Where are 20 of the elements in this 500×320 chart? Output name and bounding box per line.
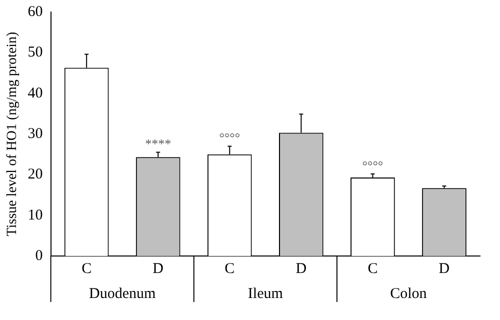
y-tick-label: 20 (28, 166, 43, 183)
text: Ileum (248, 286, 284, 302)
x-tick-label: C (82, 260, 92, 277)
y-tick-label: 10 (28, 207, 43, 224)
x-tick-label: D (438, 260, 450, 277)
data-label: °°°° (362, 158, 384, 173)
text: Duodenum (88, 286, 156, 302)
x-tick-label: C (224, 260, 235, 277)
x-tick-label: C (368, 260, 378, 277)
data-label: **** (145, 136, 172, 152)
data-label: °°°° (219, 130, 240, 146)
x-tick-label: D (296, 260, 307, 277)
y-tick-label: 50 (28, 44, 43, 61)
y-tick-label: 30 (28, 126, 43, 142)
text: Colon (390, 286, 428, 302)
y-tick-label: 60 (28, 4, 43, 20)
y-axis-title: Tissue level of HO1 (ng/mg protein) (5, 31, 20, 236)
y-tick-label: 40 (28, 85, 43, 102)
y-tick-label: 0 (35, 248, 43, 264)
x-tick-label: D (152, 260, 164, 277)
